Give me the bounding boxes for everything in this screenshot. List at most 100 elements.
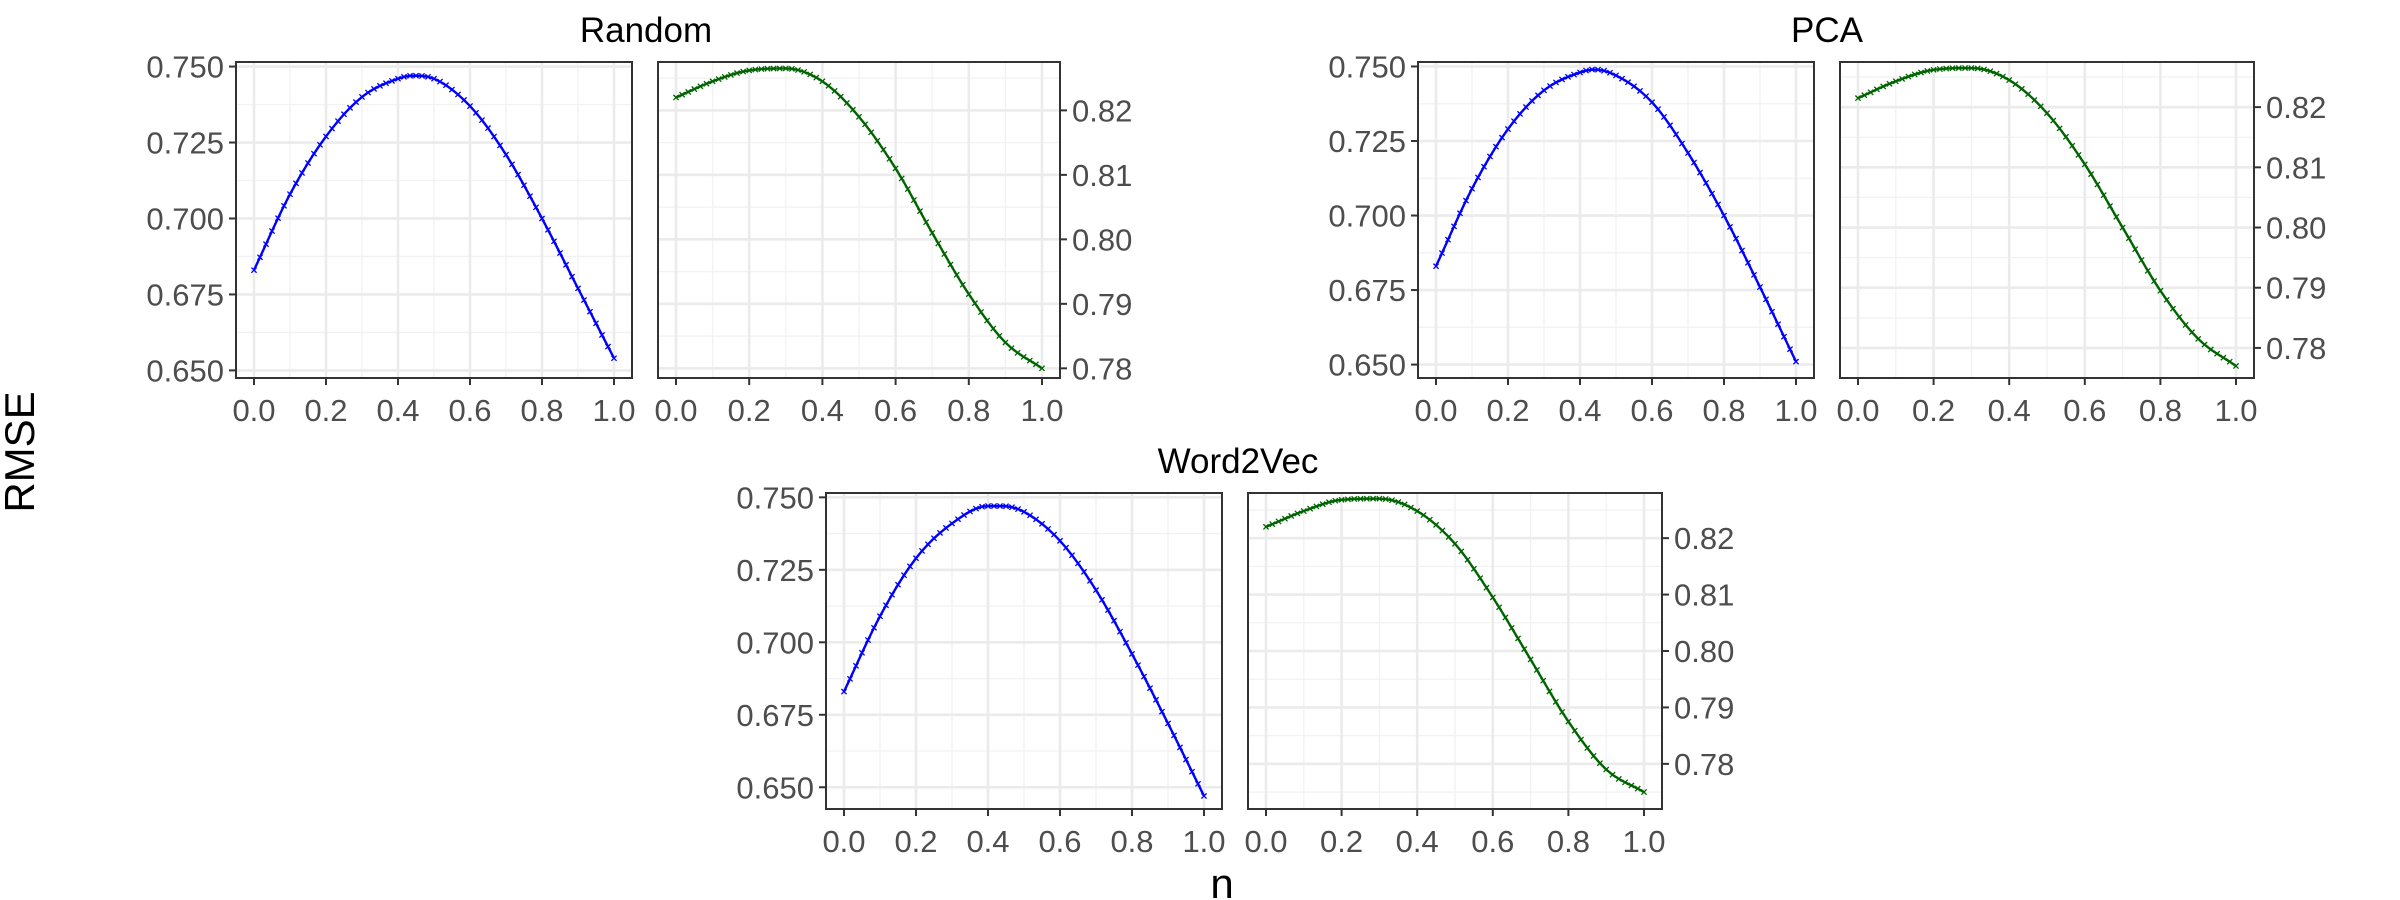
data-point bbox=[394, 75, 402, 82]
pca-right-panel: 0.78 0.79 0.80 0.81 0.82 0.0 0.2 0.4 0.6 0.8 1.0 bbox=[1836, 61, 2326, 428]
data-point bbox=[472, 109, 480, 116]
data-point bbox=[1565, 718, 1572, 725]
data-point bbox=[1110, 617, 1118, 624]
word2vec-left-panel: 0.650 0.675 0.700 0.725 0.750 0.0 0.2 0.4 0.6 0.8… bbox=[736, 480, 1225, 859]
data-point bbox=[2188, 329, 2195, 336]
word2vec-left-panel-frame bbox=[825, 492, 1223, 810]
data-point bbox=[868, 129, 875, 136]
data-point bbox=[370, 85, 378, 92]
data-point bbox=[1987, 68, 1994, 75]
data-point bbox=[1140, 673, 1148, 680]
data-point bbox=[1032, 516, 1040, 523]
data-point bbox=[2220, 354, 2227, 361]
x-tick-label: 0.0 bbox=[1244, 824, 1287, 859]
y-tick-label: 0.700 bbox=[1328, 199, 1406, 234]
data-point bbox=[1026, 512, 1034, 519]
data-point bbox=[1363, 495, 1370, 502]
data-point bbox=[1720, 212, 1728, 219]
data-point bbox=[936, 529, 944, 536]
data-point bbox=[2062, 133, 2069, 140]
data-point bbox=[1949, 65, 1956, 72]
data-point bbox=[864, 636, 872, 644]
data-point bbox=[610, 355, 618, 362]
data-point bbox=[376, 82, 384, 89]
x-tick-label: 0.8 bbox=[1110, 824, 1153, 859]
data-point bbox=[1642, 93, 1650, 100]
data-point bbox=[562, 261, 570, 268]
data-point bbox=[1552, 79, 1560, 86]
word2vec-right-panel-grid bbox=[1248, 493, 1662, 809]
data-point bbox=[910, 196, 917, 204]
data-point bbox=[1962, 64, 1969, 72]
y-tick-label: 0.650 bbox=[736, 770, 814, 805]
data-point bbox=[1516, 110, 1524, 117]
data-point bbox=[460, 96, 468, 104]
x-tick-label: 0.2 bbox=[728, 393, 771, 428]
data-point bbox=[1564, 73, 1572, 80]
data-point bbox=[1702, 179, 1710, 186]
data-point bbox=[1300, 507, 1307, 515]
data-point bbox=[1590, 752, 1597, 759]
data-point bbox=[904, 186, 911, 193]
data-point bbox=[2031, 96, 2038, 104]
data-point bbox=[758, 65, 765, 73]
data-point bbox=[912, 555, 920, 562]
data-point bbox=[1508, 624, 1515, 631]
data-point bbox=[858, 649, 866, 656]
data-point bbox=[672, 94, 680, 101]
data-point bbox=[1534, 92, 1542, 99]
y-tick-label: 0.725 bbox=[146, 126, 224, 161]
data-point bbox=[1732, 235, 1740, 242]
random-right-panel-markers bbox=[672, 65, 1046, 372]
data-point bbox=[1152, 696, 1160, 703]
x-tick-label: 0.4 bbox=[1396, 824, 1439, 859]
x-tick-label: 0.4 bbox=[1558, 393, 1601, 428]
data-point bbox=[1338, 496, 1345, 503]
data-point bbox=[1496, 604, 1503, 611]
x-tick-label: 0.4 bbox=[1988, 393, 2031, 428]
x-tick-label: 0.4 bbox=[801, 393, 844, 428]
data-point bbox=[862, 121, 869, 128]
y-tick-label: 0.80 bbox=[1072, 222, 1132, 257]
data-point bbox=[1098, 596, 1106, 603]
data-point bbox=[918, 547, 926, 554]
data-point bbox=[406, 72, 414, 79]
data-point bbox=[1571, 727, 1578, 734]
data-point bbox=[2201, 341, 2208, 348]
data-point bbox=[334, 118, 342, 125]
word2vec-left-panel-markers bbox=[840, 502, 1208, 800]
pca-right-panel-grid bbox=[1840, 62, 2254, 378]
data-point bbox=[923, 219, 930, 226]
data-point bbox=[592, 320, 600, 327]
data-point bbox=[2132, 246, 2139, 253]
data-point bbox=[1762, 296, 1770, 303]
data-point bbox=[2151, 278, 2158, 285]
data-point bbox=[1008, 345, 1015, 352]
data-point bbox=[1262, 523, 1270, 530]
data-point bbox=[310, 150, 318, 157]
data-point bbox=[941, 250, 948, 258]
data-point bbox=[436, 78, 444, 85]
x-tick-label: 1.0 bbox=[1182, 824, 1225, 859]
data-point bbox=[1854, 95, 1862, 102]
data-point bbox=[2006, 76, 2013, 84]
data-point bbox=[1768, 308, 1776, 315]
y-tick-label: 0.750 bbox=[146, 50, 224, 85]
data-point bbox=[813, 74, 820, 81]
data-point bbox=[1020, 353, 1027, 360]
data-point bbox=[358, 93, 366, 101]
random-left-panel-markers bbox=[250, 72, 618, 362]
random-left-panel-frame bbox=[235, 61, 633, 379]
data-point bbox=[2012, 81, 2019, 88]
y-tick-label: 0.650 bbox=[146, 353, 224, 388]
pca-left-panel-x-axis: 0.0 0.2 0.4 0.6 0.8 1.0 bbox=[1414, 378, 1818, 428]
word2vec-left-panel-x-axis: 0.0 0.2 0.4 0.6 0.8 1.0 bbox=[822, 809, 1226, 859]
x-tick-label: 0.6 bbox=[448, 393, 491, 428]
data-point bbox=[1612, 72, 1620, 79]
data-point bbox=[1158, 708, 1166, 715]
x-tick-label: 1.0 bbox=[592, 393, 635, 428]
data-point bbox=[1738, 247, 1746, 254]
y-tick-label: 0.81 bbox=[2266, 150, 2326, 185]
data-point bbox=[1684, 149, 1692, 156]
data-point bbox=[679, 91, 686, 98]
